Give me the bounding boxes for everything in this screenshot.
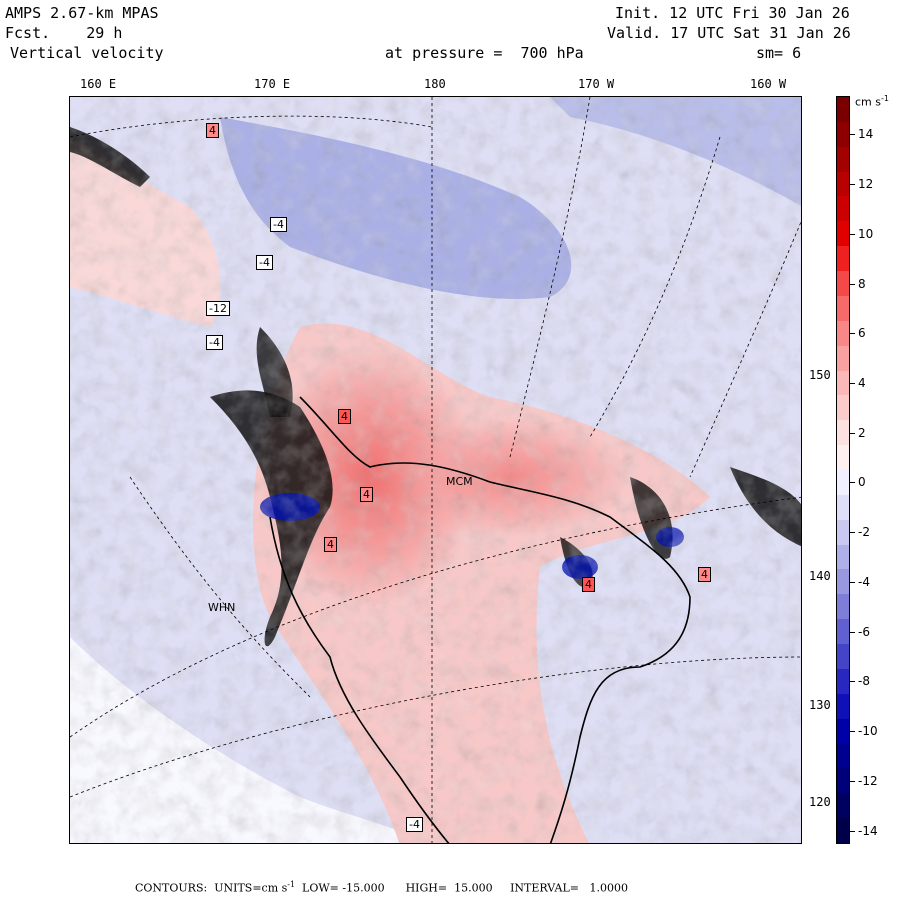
station-mcm: MCM — [446, 475, 473, 488]
colorbar-tick — [850, 432, 855, 434]
colorbar-tick-label: 12 — [858, 177, 874, 192]
smoothing: sm= 6 — [756, 44, 802, 62]
station-whn: WHN — [208, 601, 236, 614]
colorbar-segment — [837, 494, 849, 521]
colorbar-segment — [837, 370, 849, 396]
model-title: AMPS 2.67-km MPAS — [5, 4, 159, 22]
colorbar-segment — [837, 793, 849, 819]
colorbar-segment — [837, 569, 849, 595]
colorbar-segment — [837, 668, 849, 695]
colorbar-tick — [850, 482, 855, 484]
colorbar-tick-label: 4 — [858, 375, 866, 390]
colorbar-units: cm s-1 — [855, 94, 889, 109]
colorbar-tick-label: 6 — [858, 326, 866, 341]
colorbar-tick-label: 14 — [858, 127, 874, 142]
forecast-hour: Fcst. 29 h — [5, 24, 123, 42]
extremum-label-2: -4 — [270, 217, 287, 232]
lon-label-170e: 170 E — [254, 77, 291, 91]
pressure-level: at pressure = 700 hPa — [385, 44, 584, 62]
colorbar-segment — [837, 121, 849, 148]
colorbar-segment — [837, 146, 849, 173]
colorbar-segment — [837, 693, 849, 720]
lon-label-170w: 170 W — [578, 77, 615, 91]
init-time: Init. 12 UTC Fri 30 Jan 26 — [615, 4, 850, 22]
extremum-label-8: 4 — [324, 537, 337, 552]
colorbar-segment — [837, 171, 849, 197]
colorbar-tick — [850, 581, 855, 583]
lon-label-180: 180 — [424, 77, 446, 91]
colorbar-tick-label: -14 — [858, 823, 878, 838]
colorbar-tick-label: 8 — [858, 276, 866, 291]
colorbar-tick-label: -10 — [858, 724, 878, 739]
extremum-label-1: 4 — [206, 123, 219, 138]
extremum-label-10: 4 — [698, 567, 711, 582]
extremum-label-11: -4 — [406, 817, 423, 832]
extremum-label-9: 4 — [582, 577, 595, 592]
extremum-label-6: 4 — [338, 409, 351, 424]
colorbar-tick-label: 10 — [858, 226, 874, 241]
coastline — [269, 396, 691, 843]
vertical-velocity-map: 4 -4 -4 -12 -4 4 4 4 4 4 -4 MCM WHN — [69, 96, 802, 844]
colorbar-tick — [850, 382, 855, 384]
colorbar-tick — [850, 184, 855, 186]
colorbar-tick — [850, 731, 855, 733]
colorbar-segment — [837, 619, 849, 645]
colorbar-tick — [850, 333, 855, 335]
colorbar-segment — [837, 768, 849, 794]
colorbar-tick-label: 2 — [858, 425, 866, 440]
colorbar-segment — [837, 519, 849, 546]
lon-label-160e: 160 E — [80, 77, 117, 91]
colorbar-segment — [837, 271, 849, 297]
colorbar-tick — [850, 134, 855, 136]
colorbar-segment — [837, 320, 849, 347]
colorbar-tick-label: -2 — [858, 525, 870, 540]
colorbar-segment — [837, 470, 849, 496]
contour-info: CONTOURS: UNITS=cm s-1 LOW= -15.000 HIGH… — [135, 880, 628, 895]
colorbar-segment — [837, 395, 849, 421]
colorbar-segment — [837, 295, 849, 322]
colorbar-segment — [837, 644, 849, 670]
colorbar-segment — [837, 246, 849, 272]
lon-label-160w: 160 W — [750, 77, 787, 91]
extremum-label-5: -4 — [206, 335, 223, 350]
field-name: Vertical velocity — [10, 44, 164, 62]
map-field — [70, 97, 801, 843]
extremum-label-4: -12 — [206, 301, 230, 316]
colorbar-tick — [850, 233, 855, 235]
extremum-label-3: -4 — [256, 255, 273, 270]
colorbar-tick-label: -4 — [858, 574, 870, 589]
colorbar-tick — [850, 830, 855, 832]
colorbar-segment — [837, 594, 849, 620]
colorbar-segment — [837, 818, 849, 844]
colorbar-tick — [850, 532, 855, 534]
colorbar-segment — [837, 544, 849, 570]
colorbar-segment — [837, 345, 849, 372]
colorbar-tick — [850, 681, 855, 683]
valid-time: Valid. 17 UTC Sat 31 Jan 26 — [607, 24, 851, 42]
colorbar-tick-label: 0 — [858, 475, 866, 490]
colorbar-tick-label: -8 — [858, 674, 870, 689]
colorbar-segment — [837, 196, 849, 222]
colorbar-segment — [837, 718, 849, 745]
colorbar-tick-label: -6 — [858, 624, 870, 639]
colorbar-segment — [837, 445, 849, 471]
colorbar-tick — [850, 283, 855, 285]
colorbar-segment — [837, 743, 849, 769]
colorbar-segment — [837, 420, 849, 446]
colorbar-segment — [837, 221, 849, 247]
colorbar-segment — [837, 97, 849, 123]
colorbar-tick-label: -12 — [858, 773, 878, 788]
graticule — [70, 97, 801, 843]
colorbar — [836, 96, 850, 844]
extremum-label-7: 4 — [360, 487, 373, 502]
colorbar-tick — [850, 780, 855, 782]
colorbar-tick — [850, 631, 855, 633]
